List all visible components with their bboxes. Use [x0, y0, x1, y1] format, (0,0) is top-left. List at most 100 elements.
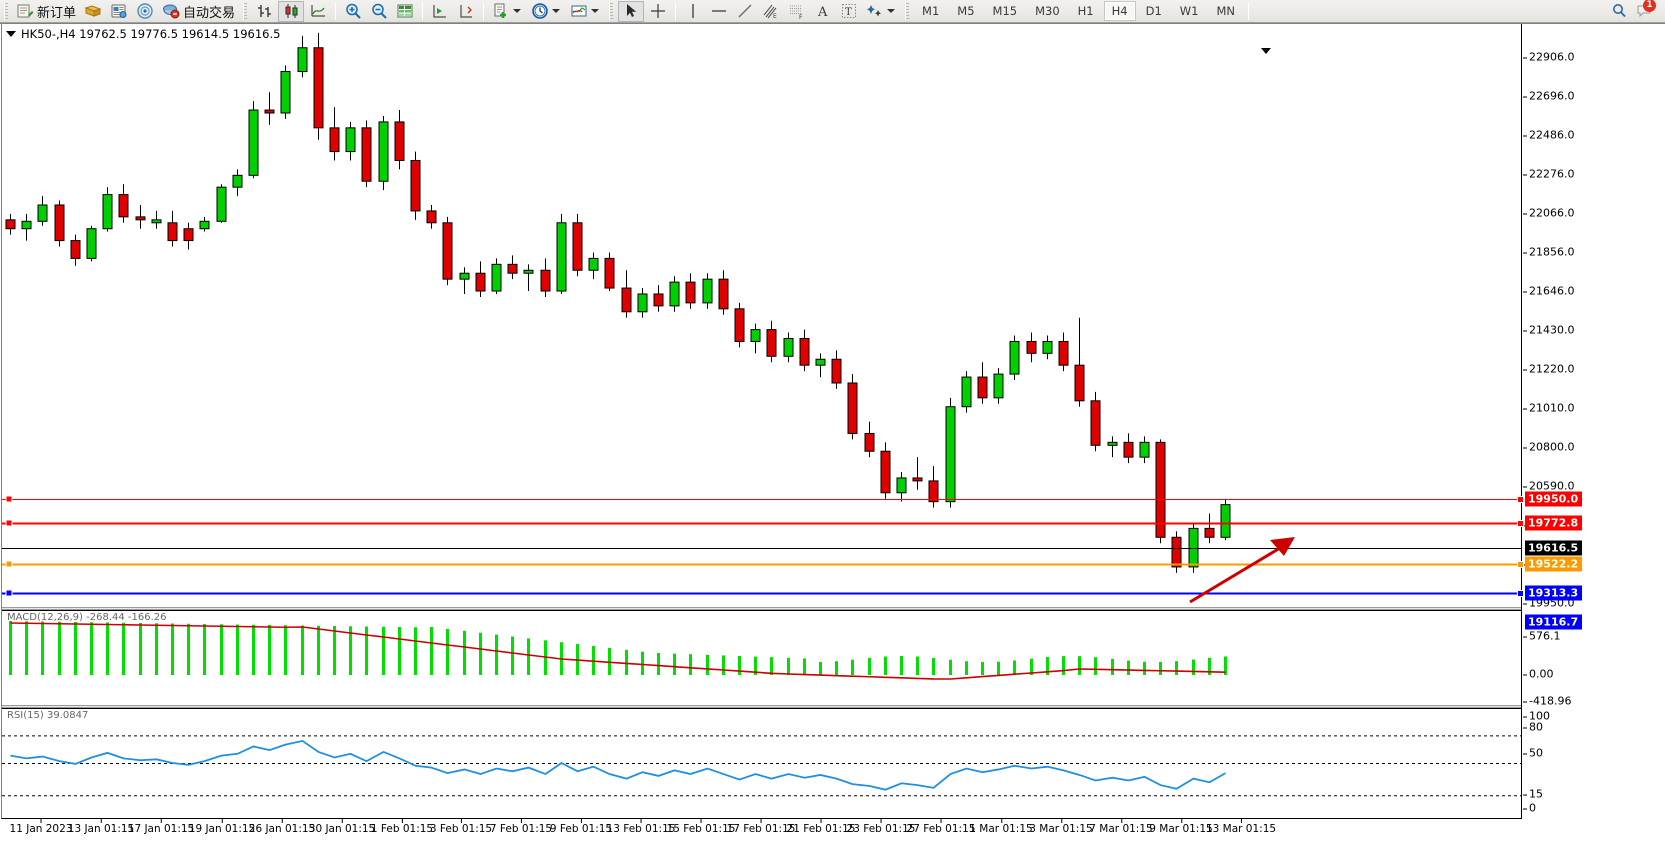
new-order-button[interactable]: 新订单 [13, 1, 79, 22]
rsi-title: RSI(15) 39.0847 [7, 710, 89, 721]
timeframe-m30[interactable]: M30 [1035, 4, 1060, 18]
chart-top-marker-icon [1261, 48, 1271, 54]
cursor-button[interactable] [618, 0, 645, 22]
timeframe-d1[interactable]: D1 [1145, 4, 1162, 18]
candle-body [1042, 340, 1053, 354]
timeframe-mn[interactable]: MN [1216, 4, 1235, 18]
zoom-out-button[interactable] [367, 1, 391, 22]
time-tick: 11 Jan 2023 [9, 819, 73, 835]
time-tick: 17 Feb 01:15 [726, 819, 796, 835]
macd-histogram-bar [608, 647, 611, 675]
toolbar-grip-2[interactable] [243, 2, 248, 20]
messages-button[interactable]: 1 [1633, 0, 1657, 22]
timeframe-m5[interactable]: M5 [957, 4, 975, 18]
folder-button[interactable] [81, 1, 105, 22]
templates-button[interactable] [489, 1, 526, 22]
objects-button[interactable] [863, 1, 900, 22]
timeframe-m15[interactable]: M15 [992, 4, 1018, 18]
price-tag-current-price[interactable]: 19616.5 [1525, 540, 1583, 556]
fibonacci-button[interactable]: F [785, 1, 809, 22]
timeframe-h4[interactable]: H4 [1103, 1, 1136, 21]
period-dropdown-arrow[interactable] [552, 9, 561, 13]
macd-histogram-bar [1159, 661, 1162, 675]
objects-dropdown-arrow[interactable] [887, 9, 896, 13]
price-tick: 22276.0 [1523, 167, 1575, 181]
tile-windows-button[interactable] [393, 1, 417, 22]
candle-body [21, 220, 32, 230]
text-label-button[interactable]: T [837, 1, 861, 22]
time-tick: 9 Mar 01:15 [1149, 819, 1213, 835]
candle-body [831, 358, 842, 384]
price-tag-support-level-1[interactable]: 19522.2 [1517, 556, 1583, 572]
macd-histogram-bar [770, 657, 773, 675]
rsi-axis-tick: 100 [1523, 709, 1550, 723]
red-up-arrow-annotation[interactable] [2, 24, 1522, 607]
auto-trading-label: 自动交易 [183, 5, 236, 21]
macd-histogram-bar [1078, 656, 1081, 675]
equidistant-channel-button[interactable]: E [759, 1, 783, 22]
indicators-button[interactable] [567, 1, 604, 22]
level-handle-icon[interactable] [5, 589, 13, 597]
objects-icon [866, 2, 884, 20]
bar-chart-button[interactable] [252, 1, 276, 22]
level-handle-icon[interactable] [1517, 589, 1524, 597]
text-button[interactable]: A [811, 1, 835, 22]
level-handle-icon[interactable] [5, 495, 13, 503]
chart-shift-button[interactable] [428, 1, 452, 22]
price-tag-support-level-3[interactable]: 19116.7 [1525, 614, 1583, 630]
signal-button[interactable] [133, 1, 157, 22]
macd-histogram-bar [284, 625, 287, 675]
toolbar-grip-3[interactable] [609, 2, 614, 20]
rsi-axis-tick: 15 [1523, 787, 1543, 801]
price-tag-support-level-2[interactable]: 19313.3 [1517, 585, 1583, 601]
candle-body [880, 450, 891, 494]
auto-trading-button[interactable]: 自动交易 [159, 1, 238, 22]
time-tick: 13 Mar 01:15 [1205, 819, 1277, 835]
price-tick: 21220.0 [1523, 362, 1575, 376]
svg-text:T: T [845, 7, 852, 18]
timeframe-h1[interactable]: H1 [1077, 4, 1094, 18]
macd-histogram-bar [949, 659, 952, 675]
macd-histogram-bar [981, 661, 984, 675]
news-button[interactable] [107, 1, 131, 22]
templates-dropdown-arrow[interactable] [513, 9, 522, 13]
fibonacci-icon: F [788, 2, 806, 21]
candle-body [394, 121, 405, 161]
vertical-line-button[interactable] [681, 1, 705, 22]
line-chart-button[interactable] [306, 1, 330, 22]
candle-body [718, 278, 729, 310]
timeframe-m1[interactable]: M1 [922, 4, 940, 18]
candle-body [1188, 527, 1199, 568]
level-handle-icon[interactable] [5, 560, 13, 568]
chart-menu-caret-icon[interactable] [6, 31, 16, 37]
search-button[interactable] [1607, 1, 1631, 22]
trendline-button[interactable] [733, 1, 757, 22]
zoom-in-button[interactable] [341, 1, 365, 22]
rsi-axis-tick: 0 [1523, 801, 1536, 815]
candle-body [961, 376, 972, 408]
candlestick-chart-button[interactable] [278, 0, 305, 22]
candle-body [556, 222, 567, 292]
price-tick: 22486.0 [1523, 128, 1575, 142]
price-tag-resistance-level-1[interactable]: 19950.0 [1517, 491, 1583, 507]
period-button[interactable] [528, 1, 565, 22]
candle-body [1090, 400, 1101, 446]
level-handle-icon[interactable] [1517, 495, 1524, 503]
crosshair-button[interactable] [646, 1, 670, 22]
level-handle-icon[interactable] [5, 519, 13, 527]
pane-divider-price-macd[interactable] [2, 607, 1521, 610]
toolbar-grip[interactable] [4, 2, 8, 20]
horizontal-line-button[interactable] [707, 1, 731, 22]
chart-plot-area[interactable]: MACD(12,26,9) -268.44 -166.26 RSI(15) 39… [1, 24, 1522, 819]
level-handle-icon[interactable] [1517, 560, 1524, 568]
toolbar-grip-4[interactable] [905, 2, 910, 20]
time-axis[interactable]: 11 Jan 2023 13 Jan 01:15 17 Jan 01:15 19 Ja… [1, 819, 1665, 841]
auto-scroll-button[interactable] [454, 1, 478, 22]
level-handle-icon[interactable] [1517, 519, 1524, 527]
price-tag-resistance-level-2[interactable]: 19772.8 [1517, 515, 1583, 531]
timeframe-w1[interactable]: W1 [1179, 4, 1199, 18]
pane-divider-macd-rsi[interactable] [2, 705, 1521, 708]
price-axis[interactable]: 22906.0 22696.0 22486.0 22276.0 22066.0 21856… [1517, 24, 1665, 819]
tile-windows-icon [396, 2, 414, 20]
indicators-dropdown-arrow[interactable] [591, 9, 600, 13]
